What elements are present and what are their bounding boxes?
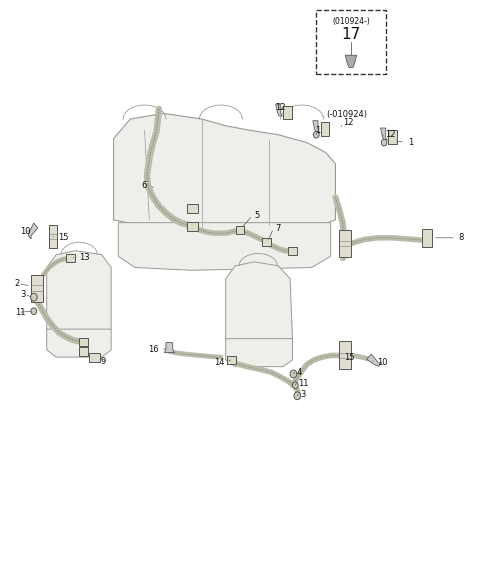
Polygon shape: [47, 329, 111, 357]
Bar: [31, 275, 43, 302]
Polygon shape: [47, 251, 111, 336]
Text: 11: 11: [15, 308, 25, 317]
Polygon shape: [345, 55, 357, 68]
Polygon shape: [114, 113, 336, 232]
Text: 3: 3: [300, 390, 305, 399]
FancyBboxPatch shape: [227, 356, 236, 364]
Bar: [316, 10, 385, 74]
Polygon shape: [164, 342, 175, 352]
Circle shape: [31, 308, 36, 315]
Bar: [48, 225, 57, 248]
FancyBboxPatch shape: [388, 130, 397, 144]
FancyBboxPatch shape: [79, 347, 88, 356]
Polygon shape: [313, 120, 320, 133]
Text: 10: 10: [377, 358, 388, 367]
FancyBboxPatch shape: [89, 352, 100, 361]
Polygon shape: [226, 262, 292, 346]
Bar: [339, 341, 351, 369]
FancyBboxPatch shape: [321, 122, 329, 136]
Text: 1: 1: [408, 138, 413, 147]
Text: 15: 15: [58, 233, 68, 242]
Text: 17: 17: [341, 27, 360, 42]
FancyBboxPatch shape: [66, 254, 75, 262]
FancyBboxPatch shape: [288, 247, 297, 255]
Text: 12: 12: [385, 130, 396, 139]
FancyBboxPatch shape: [79, 338, 88, 346]
Polygon shape: [226, 338, 292, 367]
Text: 13: 13: [79, 253, 89, 262]
Polygon shape: [276, 104, 282, 116]
Polygon shape: [381, 128, 387, 140]
Bar: [339, 230, 351, 257]
Text: 5: 5: [254, 211, 260, 220]
Text: 12: 12: [276, 104, 286, 113]
Text: 10: 10: [21, 226, 31, 235]
Text: 7: 7: [276, 224, 281, 233]
FancyBboxPatch shape: [262, 238, 271, 246]
Text: 11: 11: [298, 379, 309, 388]
Circle shape: [292, 382, 298, 388]
FancyBboxPatch shape: [283, 106, 292, 119]
Text: 12: 12: [343, 118, 353, 127]
Text: 15: 15: [344, 352, 355, 361]
FancyBboxPatch shape: [187, 222, 198, 231]
Text: 1: 1: [315, 126, 320, 135]
Polygon shape: [28, 223, 38, 239]
Text: 9: 9: [100, 356, 106, 365]
Text: 2: 2: [15, 279, 20, 288]
Text: (-010924): (-010924): [326, 110, 367, 119]
Text: 8: 8: [458, 233, 464, 242]
Text: 3: 3: [21, 291, 26, 300]
Text: 4: 4: [296, 368, 301, 377]
Text: 16: 16: [148, 345, 159, 354]
Circle shape: [294, 392, 300, 400]
Text: 6: 6: [142, 181, 147, 190]
Text: (010924-): (010924-): [332, 16, 370, 25]
Circle shape: [290, 370, 297, 378]
Circle shape: [31, 293, 37, 301]
Polygon shape: [118, 223, 331, 270]
Text: 14: 14: [214, 358, 225, 367]
FancyBboxPatch shape: [187, 204, 198, 213]
Circle shape: [381, 139, 387, 146]
FancyBboxPatch shape: [422, 229, 432, 247]
Circle shape: [313, 131, 319, 138]
Polygon shape: [367, 354, 382, 367]
FancyBboxPatch shape: [236, 226, 244, 234]
